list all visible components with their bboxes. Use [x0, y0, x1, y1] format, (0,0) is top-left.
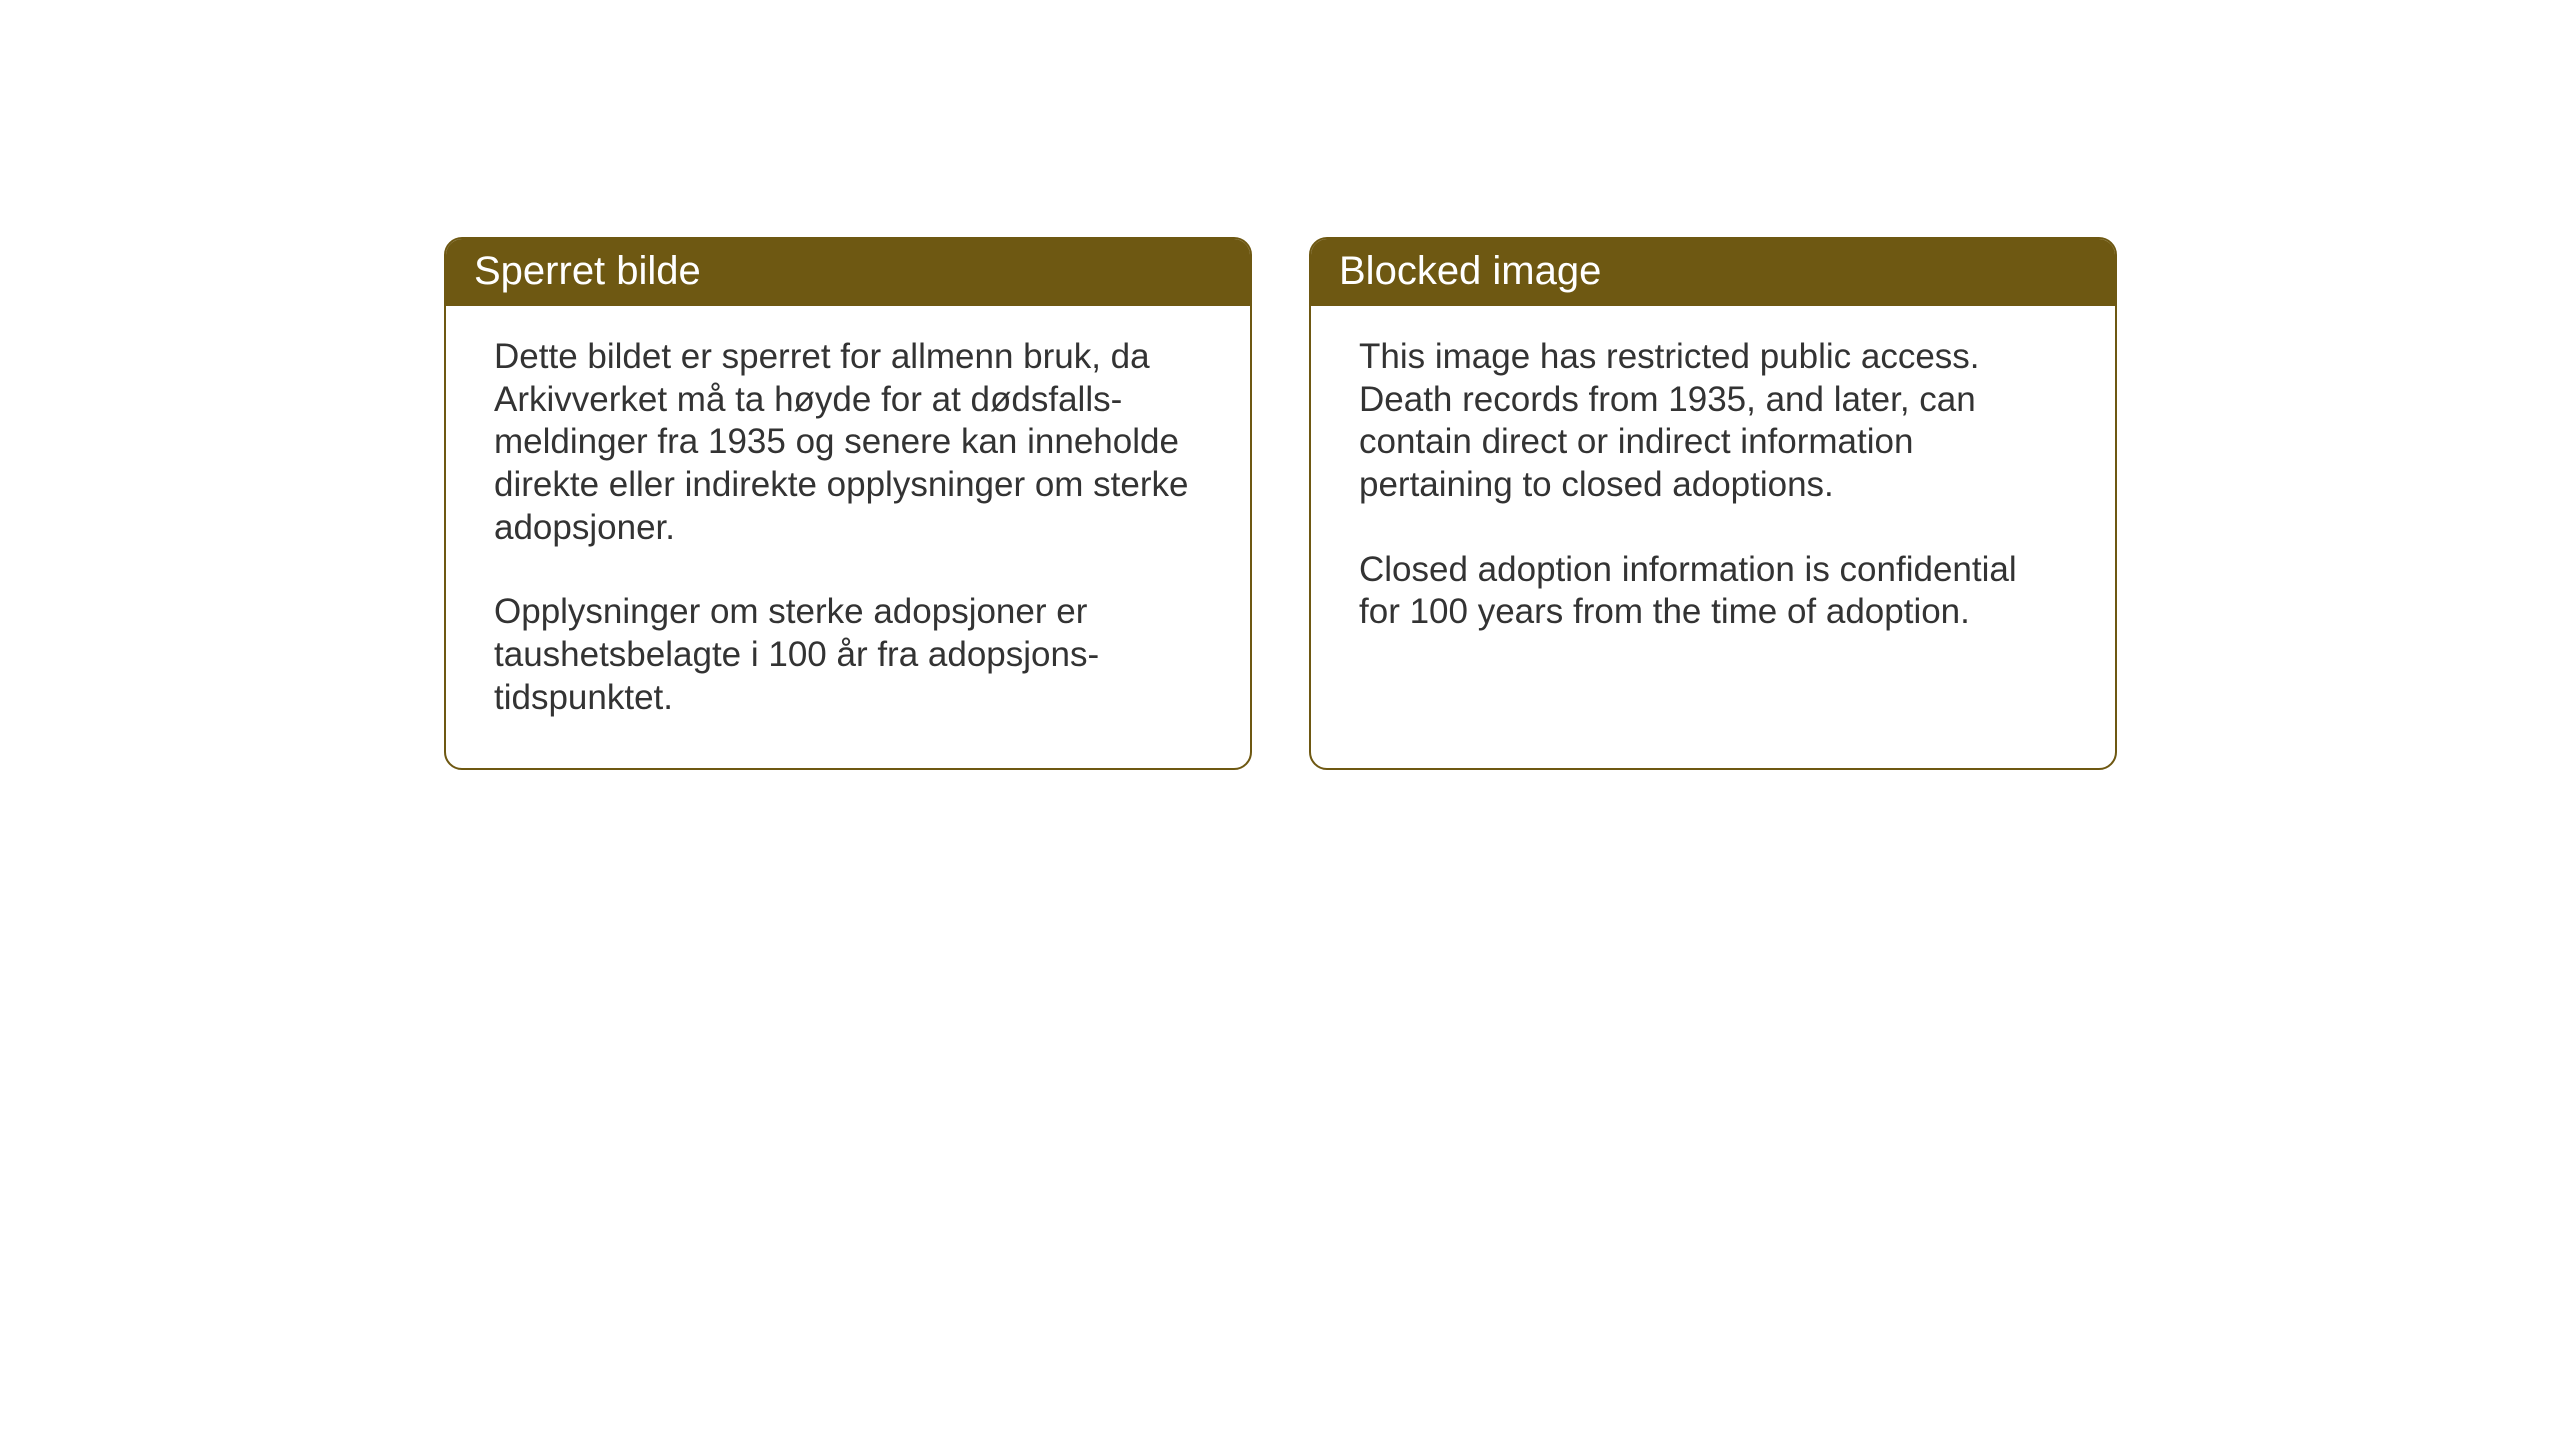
notice-header: Sperret bilde	[446, 239, 1250, 306]
notice-title: Sperret bilde	[474, 249, 701, 293]
notice-box-norwegian: Sperret bilde Dette bildet er sperret fo…	[444, 237, 1252, 770]
notice-title: Blocked image	[1339, 249, 1601, 293]
notice-paragraph-1: Dette bildet er sperret for allmenn bruk…	[494, 336, 1202, 549]
notice-body: This image has restricted public access.…	[1311, 306, 2115, 682]
notice-body: Dette bildet er sperret for allmenn bruk…	[446, 306, 1250, 768]
notices-container: Sperret bilde Dette bildet er sperret fo…	[444, 237, 2117, 770]
notice-paragraph-2: Closed adoption information is confident…	[1359, 549, 2067, 634]
notice-paragraph-1: This image has restricted public access.…	[1359, 336, 2067, 507]
notice-header: Blocked image	[1311, 239, 2115, 306]
notice-box-english: Blocked image This image has restricted …	[1309, 237, 2117, 770]
notice-paragraph-2: Opplysninger om sterke adopsjoner er tau…	[494, 591, 1202, 719]
